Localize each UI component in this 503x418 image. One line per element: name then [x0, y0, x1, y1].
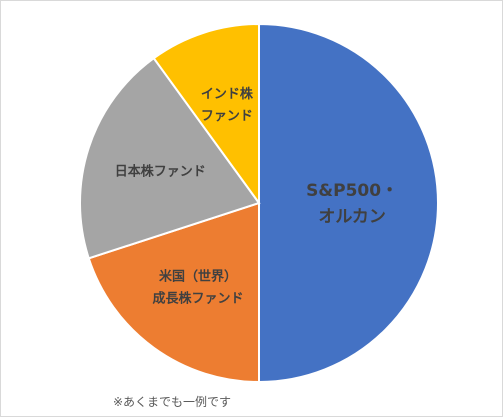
slice-label-sp500-all-country: S&P500・オルカン — [306, 181, 398, 227]
slice-label-japan-stock: 日本株ファンド — [115, 163, 206, 179]
pie-slice-sp500-all-country — [258, 22, 439, 384]
pie-slice-us-world-growth — [87, 201, 260, 384]
slice-label-india-stock: インド株ファンド — [201, 86, 254, 124]
slice-label-us-world-growth: 米国（世界）成長株ファンド — [152, 269, 243, 307]
pie-slice-india-stock — [152, 22, 260, 207]
footnote: ※あくまでも一例です — [113, 395, 232, 409]
pie-slice-japan-stock — [79, 56, 261, 260]
